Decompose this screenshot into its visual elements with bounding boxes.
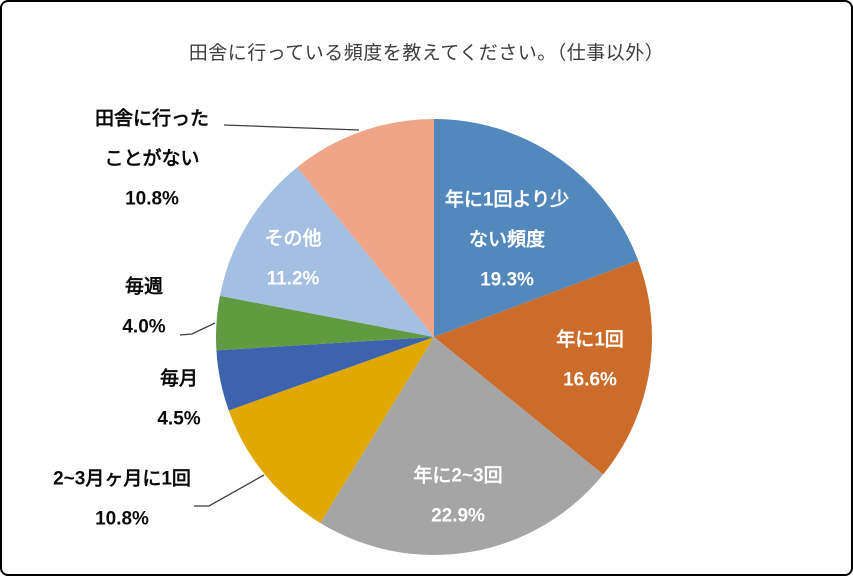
callout-label-4-percent: 4.5%	[157, 409, 200, 430]
callout-label-7-percent: 10.8%	[125, 189, 179, 210]
slice-label-1-percent: 16.6%	[563, 370, 617, 391]
pie-slice-0	[434, 119, 639, 337]
pie-slice-1	[434, 260, 653, 475]
pie-slice-6	[219, 167, 434, 337]
slice-label-2-percent: 22.9%	[431, 506, 485, 527]
leader-line-5	[179, 322, 216, 336]
slice-label-6-percent: 11.2%	[267, 269, 320, 290]
callout-label-3-percent: 10.8%	[95, 509, 149, 530]
callout-label-3-name: 2~3月ヶ月に1回	[53, 468, 191, 490]
chart-title: 田舎に行っている頻度を教えてください。（仕事以外）	[188, 43, 665, 64]
slice-label-6-name: その他	[264, 227, 321, 250]
callout-label-7-name: 田舎に行った	[95, 107, 209, 130]
slice-label-2-name: 年に2~3回	[413, 464, 502, 487]
pie-slice-4	[216, 337, 434, 411]
slice-label-1-name: 年に1回	[556, 328, 624, 351]
leader-line-3	[194, 474, 265, 507]
slice-label-0-name: 年に1回より少	[445, 188, 569, 211]
slice-label-0-name: ない頻度	[469, 228, 546, 251]
callout-label-5-name: 毎週	[125, 275, 163, 298]
leader-line-7	[223, 124, 360, 131]
callout-label-7-name: ことがない	[104, 147, 199, 170]
callout-label-5-percent: 4.0%	[122, 317, 165, 338]
pie-slice-5	[216, 295, 434, 351]
callout-label-4-name: 毎月	[160, 367, 198, 390]
pie-slice-3	[228, 337, 434, 523]
slice-label-0-percent: 19.3%	[480, 270, 534, 291]
pie-slice-2	[320, 337, 604, 555]
pie-slice-7	[297, 119, 434, 337]
